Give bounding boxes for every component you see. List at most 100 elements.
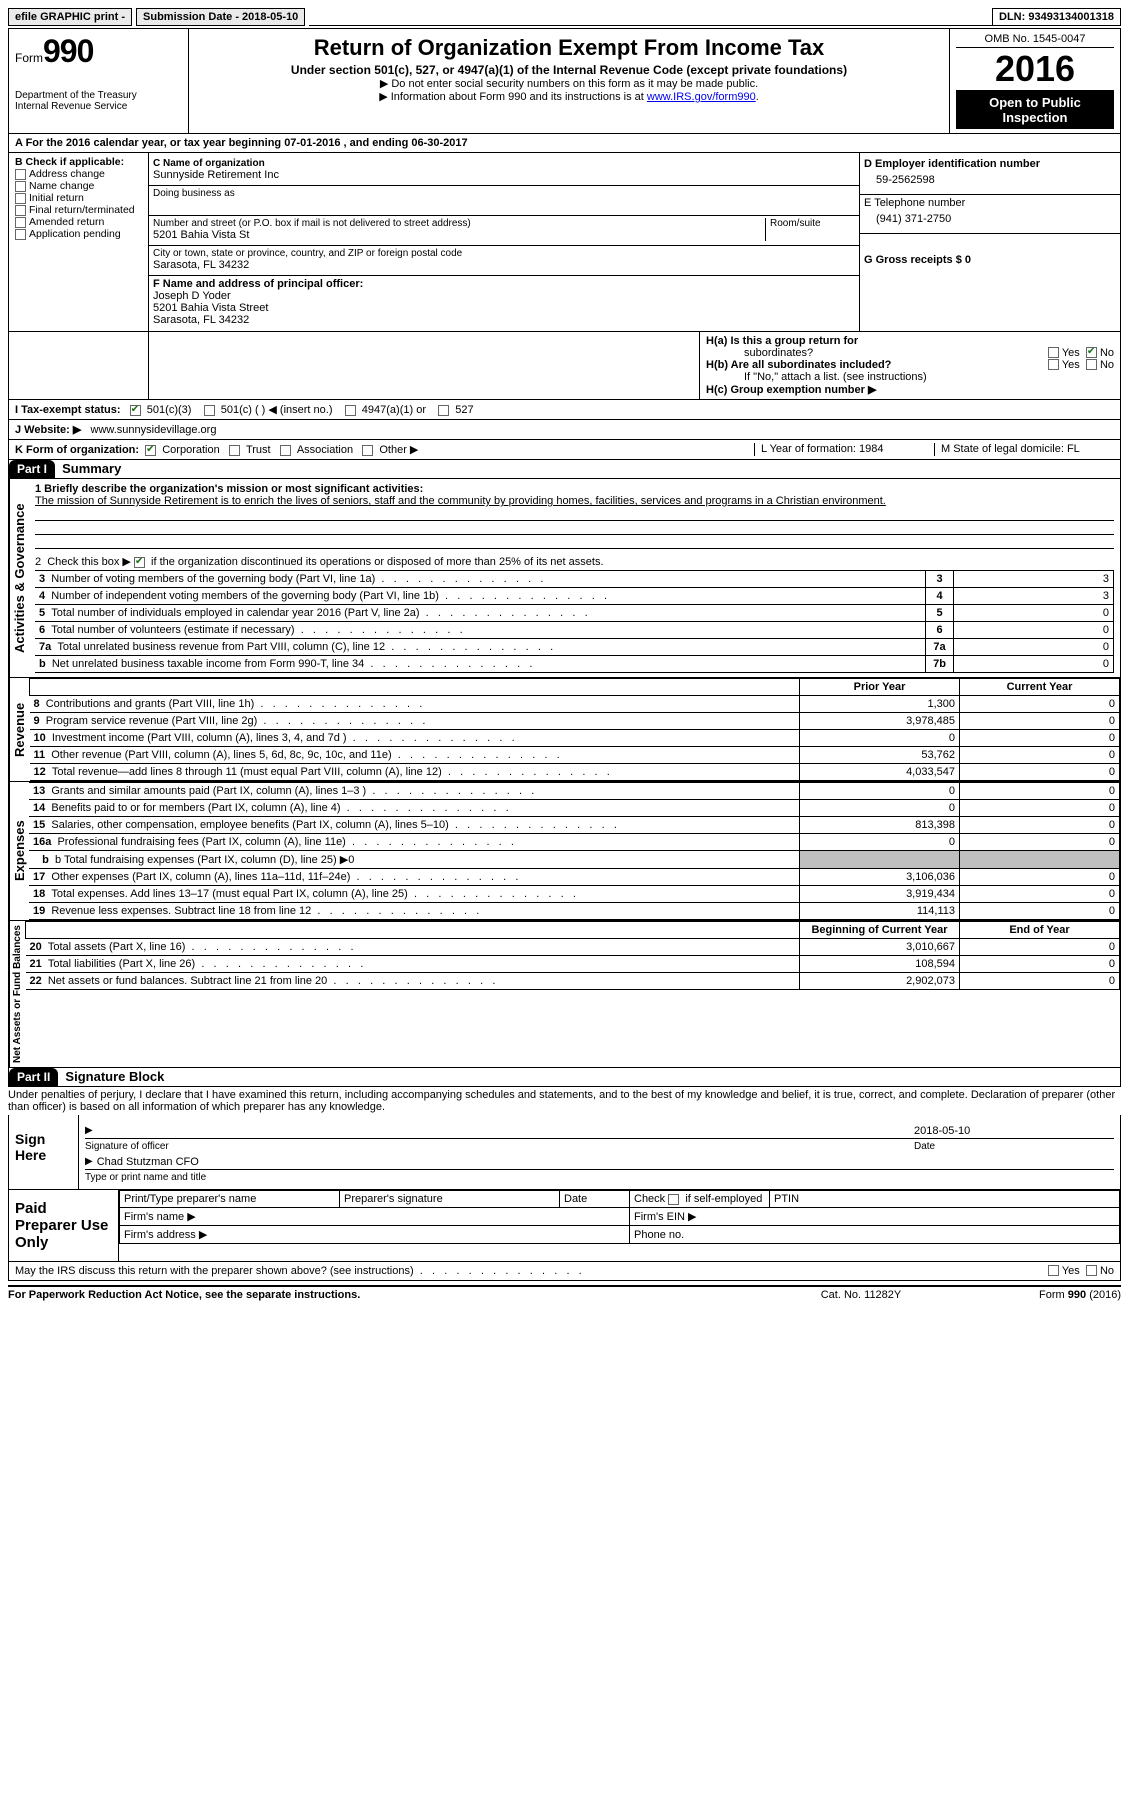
table-row: b b Total fundraising expenses (Part IX,… — [29, 851, 1120, 869]
sign-here-label: Sign Here — [9, 1115, 79, 1189]
line2-text: 2 Check this box ▶ — [35, 556, 134, 568]
vlabel-expenses: Expenses — [9, 782, 29, 920]
city-label: City or town, state or province, country… — [153, 248, 855, 259]
form-title: Return of Organization Exempt From Incom… — [195, 35, 943, 61]
lbl-yes-2: Yes — [1062, 359, 1080, 371]
chk-ha-no[interactable] — [1086, 347, 1097, 358]
table-row: 22 Net assets or fund balances. Subtract… — [26, 973, 1120, 990]
chk-corp[interactable] — [145, 445, 156, 456]
chk-4947[interactable] — [345, 405, 356, 416]
chk-ha-yes[interactable] — [1048, 347, 1059, 358]
dba-label: Doing business as — [153, 188, 855, 199]
chk-501c3[interactable] — [130, 405, 141, 416]
table-row: 9 Program service revenue (Part VIII, li… — [30, 713, 1120, 730]
row-h: H(a) Is this a group return for subordin… — [8, 332, 1121, 400]
firm-name-label: Firm's name ▶ — [120, 1208, 630, 1226]
signature-block: Sign Here 2018-05-10 Signature of office… — [8, 1115, 1121, 1190]
hb-note: If "No," attach a list. (see instruction… — [706, 371, 1114, 383]
chk-self-employed[interactable] — [668, 1194, 679, 1205]
l-year-formation: L Year of formation: 1984 — [754, 443, 934, 456]
p-name-label: Print/Type preparer's name — [120, 1191, 340, 1208]
chk-amended-return[interactable] — [15, 217, 26, 228]
table-row: 4 Number of independent voting members o… — [35, 588, 1114, 605]
table-row: 14 Benefits paid to or for members (Part… — [29, 800, 1120, 817]
line2-rest: if the organization discontinued its ope… — [151, 556, 604, 568]
lbl-trust: Trust — [246, 444, 271, 456]
lbl-amended-return: Amended return — [29, 216, 104, 228]
p-check-suffix: if self-employed — [685, 1193, 762, 1205]
discuss-row: May the IRS discuss this return with the… — [8, 1262, 1121, 1281]
pra-notice: For Paperwork Reduction Act Notice, see … — [8, 1289, 761, 1301]
chk-trust[interactable] — [229, 445, 240, 456]
note-ssn: ▶ Do not enter social security numbers o… — [195, 77, 943, 90]
chk-hb-yes[interactable] — [1048, 359, 1059, 370]
c-name-label: C Name of organization — [153, 158, 855, 169]
chk-501c[interactable] — [204, 405, 215, 416]
p-sig-label: Preparer's signature — [340, 1191, 560, 1208]
chk-hb-no[interactable] — [1086, 359, 1097, 370]
chk-527[interactable] — [438, 405, 449, 416]
submission-date: Submission Date - 2018-05-10 — [136, 8, 305, 26]
chk-address-change[interactable] — [15, 169, 26, 180]
f-city: Sarasota, FL 34232 — [153, 314, 855, 326]
table-row: 7a Total unrelated business revenue from… — [35, 639, 1114, 656]
table-row: 12 Total revenue—add lines 8 through 11 … — [30, 764, 1120, 781]
k-label: K Form of organization: — [15, 444, 139, 456]
street-value: 5201 Bahia Vista St — [153, 229, 765, 241]
form-subtitle: Under section 501(c), 527, or 4947(a)(1)… — [195, 63, 943, 77]
table-row: 5 Total number of individuals employed i… — [35, 605, 1114, 622]
firm-ein-label: Firm's EIN ▶ — [630, 1208, 1120, 1226]
chk-other[interactable] — [362, 445, 373, 456]
col-current-year: Current Year — [960, 679, 1120, 696]
expenses-table: 13 Grants and similar amounts paid (Part… — [29, 782, 1120, 920]
dln-box: DLN: 93493134001318 — [992, 8, 1121, 26]
chk-name-change[interactable] — [15, 181, 26, 192]
table-row: 21 Total liabilities (Part X, line 26)10… — [26, 956, 1120, 973]
lbl-yes: Yes — [1062, 347, 1080, 359]
ein-value: 59-2562598 — [864, 170, 1116, 190]
table-row: 8 Contributions and grants (Part VIII, l… — [30, 696, 1120, 713]
row-i-tax-exempt: I Tax-exempt status: 501(c)(3) 501(c) ( … — [8, 400, 1121, 420]
part1-tag: Part I — [9, 460, 55, 478]
line1-label: 1 Briefly describe the organization's mi… — [35, 483, 1114, 495]
top-bar: efile GRAPHIC print - Submission Date - … — [8, 8, 1121, 26]
table-row: 18 Total expenses. Add lines 13–17 (must… — [29, 886, 1120, 903]
table-row: 11 Other revenue (Part VIII, column (A),… — [30, 747, 1120, 764]
lbl-discuss-yes: Yes — [1062, 1265, 1080, 1277]
lbl-4947: 4947(a)(1) or — [362, 404, 426, 416]
paid-preparer-block: Paid Preparer Use Only Print/Type prepar… — [8, 1190, 1121, 1262]
form-number: 990 — [43, 33, 93, 69]
irs-link[interactable]: www.IRS.gov/form990 — [647, 91, 756, 103]
table-row: 3 Number of voting members of the govern… — [35, 571, 1114, 588]
g-gross-receipts: G Gross receipts $ 0 — [864, 248, 1116, 266]
efile-print-button[interactable]: efile GRAPHIC print - — [8, 8, 132, 26]
lbl-527: 527 — [455, 404, 473, 416]
table-row: 15 Salaries, other compensation, employe… — [29, 817, 1120, 834]
chk-discuss-no[interactable] — [1086, 1265, 1097, 1276]
lbl-discuss-no: No — [1100, 1265, 1114, 1277]
form-header: Form990 Department of the Treasury Inter… — [8, 28, 1121, 134]
chk-discontinued[interactable] — [134, 557, 145, 568]
col-b-title: B Check if applicable: — [15, 156, 142, 168]
table-row: 10 Investment income (Part VIII, column … — [30, 730, 1120, 747]
lbl-application-pending: Application pending — [29, 228, 121, 240]
chk-application-pending[interactable] — [15, 229, 26, 240]
chk-assoc[interactable] — [280, 445, 291, 456]
vlabel-revenue: Revenue — [9, 678, 29, 781]
penalty-statement: Under penalties of perjury, I declare th… — [8, 1087, 1121, 1115]
chk-discuss-yes[interactable] — [1048, 1265, 1059, 1276]
lbl-initial-return: Initial return — [29, 192, 84, 204]
lbl-501c: 501(c) ( ) ◀ (insert no.) — [221, 404, 333, 416]
lbl-no: No — [1100, 347, 1114, 359]
phone-value: (941) 371-2750 — [864, 209, 1116, 229]
row-a-tax-year: A For the 2016 calendar year, or tax yea… — [8, 134, 1121, 153]
lbl-no-2: No — [1100, 359, 1114, 371]
col-eoy: End of Year — [960, 922, 1120, 939]
page-footer: For Paperwork Reduction Act Notice, see … — [8, 1285, 1121, 1301]
table-row: 13 Grants and similar amounts paid (Part… — [29, 783, 1120, 800]
chk-initial-return[interactable] — [15, 193, 26, 204]
chk-final-return[interactable] — [15, 205, 26, 216]
table-row: 16a Professional fundraising fees (Part … — [29, 834, 1120, 851]
firm-phone-label: Phone no. — [630, 1226, 1120, 1244]
part2-tag: Part II — [9, 1068, 58, 1086]
